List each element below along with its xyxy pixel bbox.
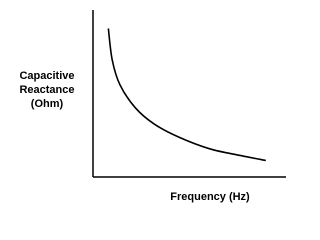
y-axis-label: Capacitive	[19, 70, 74, 82]
y-axis-label: Reactance	[19, 84, 74, 96]
curve	[107, 28, 266, 162]
y-axis-label: (Ohm)	[31, 98, 64, 110]
x-axis-label: Frequency (Hz)	[170, 191, 250, 203]
chart: Capacitive Reactance (Ohm) Frequency (Hz…	[19, 10, 286, 203]
